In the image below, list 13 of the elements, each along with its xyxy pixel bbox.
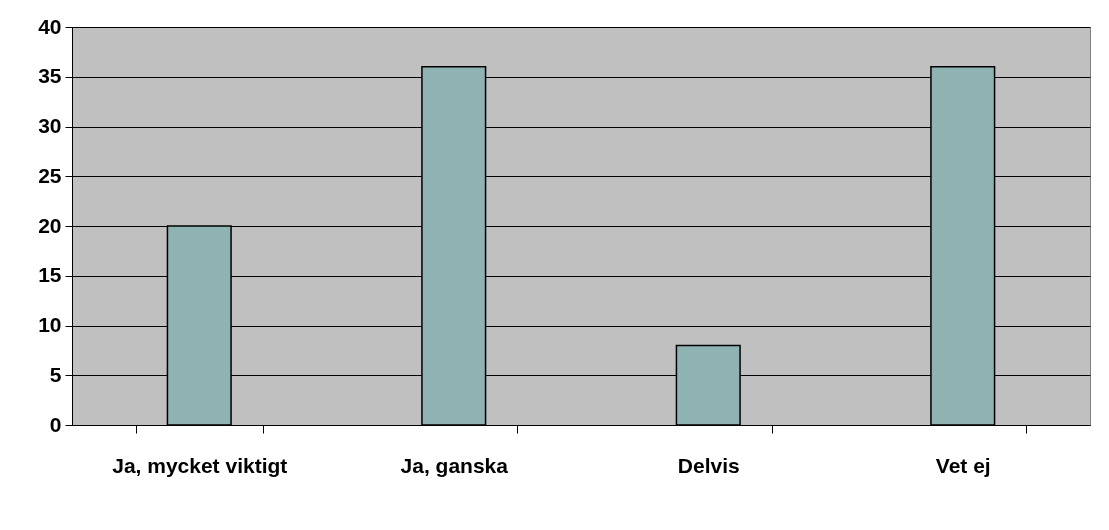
y-tick-label: 0 <box>49 412 62 436</box>
x-tick-label: Vet ej <box>935 453 991 477</box>
y-tick-label: 10 <box>38 313 62 336</box>
x-tick-label: Delvis <box>677 453 740 477</box>
y-tick-label: 30 <box>38 114 62 137</box>
y-tick-label: 5 <box>49 362 62 386</box>
y-tick-label: 40 <box>38 14 62 38</box>
y-tick-label: 15 <box>38 263 62 287</box>
x-tick-label: Ja, ganska <box>400 453 509 477</box>
y-tick-label: 35 <box>38 64 62 88</box>
x-tick-label: Ja, mycket viktigt <box>112 453 288 477</box>
y-tick-label: 25 <box>38 163 62 187</box>
y-tick-label: 20 <box>38 213 62 237</box>
